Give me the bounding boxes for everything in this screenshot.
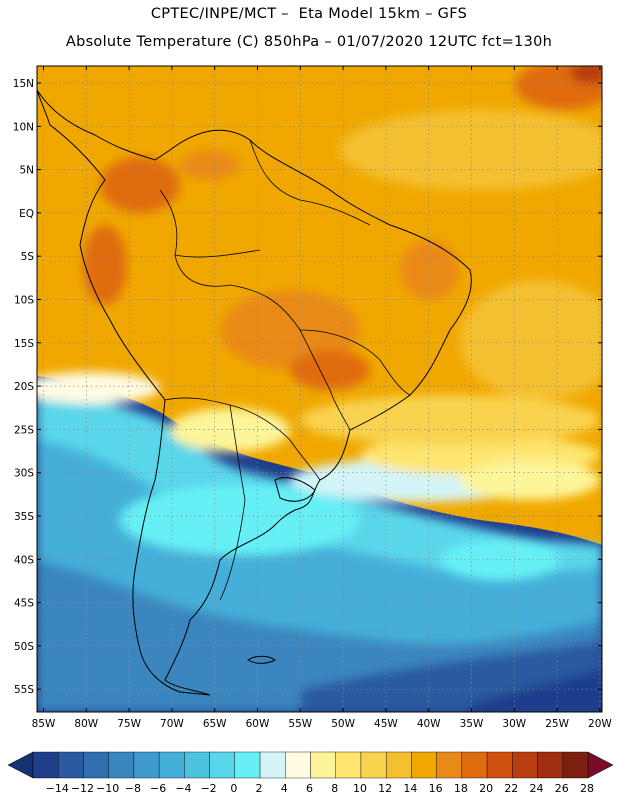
coastlines [37,89,472,696]
colorbar-label: 20 [479,782,493,795]
lon-label: 70W [160,718,184,730]
colorbar-swatch [285,751,311,779]
lat-label: 10N [13,121,34,133]
colorbar-swatch [385,751,412,779]
colorbar-swatch [461,751,488,779]
axis-ticks [37,66,602,712]
lon-label: 55W [288,718,312,730]
colorbar-high-arrow [587,751,614,779]
colorbar-labels: −14 −12 −10 −8 −6 −4 −2 0 2 4 6 8 10 12 14 16 18 20 22 24 26… [46,782,594,795]
lat-axis-labels: 15N 10N 5N EQ 5S 10S 15S 20S 25S 30S 35S 40S 45S 50S 5… [13,78,35,696]
colorbar-swatch [310,751,336,779]
country-borders [159,139,411,601]
lon-label: 35W [460,718,484,730]
south-america-coastline [37,89,472,696]
lon-label: 25W [545,718,569,730]
lat-label: 5N [19,165,34,177]
colorbar-label: 12 [378,782,392,795]
colorbar-swatch [436,751,463,779]
colorbar-swatch [411,751,437,779]
lon-label: 20W [588,718,612,730]
colorbar-swatch [184,751,210,779]
map-frame [36,65,603,713]
colorbar-label: 26 [555,782,569,795]
colorbar-label: −4 [175,782,191,795]
colorbar-swatch [83,751,109,779]
lat-label: EQ [19,208,34,220]
lon-label: 85W [32,718,56,730]
colorbar-label: −2 [200,782,216,795]
lon-label: 60W [246,718,270,730]
lon-label: 65W [203,718,227,730]
lon-label: 45W [374,718,398,730]
lat-label: 50S [14,641,34,653]
border-south [164,397,321,481]
colorbar-swatch [360,751,387,779]
lat-label: 45S [14,598,34,610]
lon-label: 75W [117,718,141,730]
colorbar-label: 0 [230,782,237,795]
lat-label: 35S [14,511,34,523]
lat-label: 25S [14,424,34,436]
colorbar-label: 6 [306,782,313,795]
colorbar-label: 28 [580,782,594,795]
colorbar-swatch [486,751,513,779]
colorbar-label: 14 [403,782,417,795]
lon-label: 40W [417,718,441,730]
lon-label: 50W [331,718,355,730]
colorbar-low-arrow [7,751,34,779]
border-amazon [174,249,261,258]
colorbar-swatch [259,751,286,779]
border-west [159,189,351,431]
colorbar-label: 24 [530,782,544,795]
colorbar-label: −6 [150,782,166,795]
lon-axis-labels: 85W 80W 75W 70W 65W 60W 55W 50W 45W 40W 35W 30W 25W 2… [32,718,613,730]
colorbar-swatch [133,751,160,779]
colorbar-label: 4 [281,782,288,795]
colorbar-label: 10 [353,782,367,795]
colorbar-swatch [512,751,538,779]
falkland-islands [247,655,276,664]
chart-title-line-2: Absolute Temperature (C) 850hPa – 01/07/… [65,34,553,50]
border-brazil-states [299,329,411,396]
colorbar-label: 18 [454,782,468,795]
chart-title-line-1: CPTEC/INPE/MCT – Eta Model 15km – GFS [150,6,468,22]
colorbar-swatch [32,751,59,779]
colorbar-label: −14 [46,782,69,795]
colorbar-swatch [158,751,185,779]
rio-de-la-plata [274,477,316,502]
lon-label: 80W [74,718,98,730]
lat-label: 55S [14,684,34,696]
colorbar-label: 8 [331,782,338,795]
lat-label: 30S [14,468,34,480]
colorbar-swatch [562,751,589,779]
colorbar-swatch [108,751,135,779]
colorbar-swatch [537,751,563,779]
colorbar-label: 16 [429,782,443,795]
border-chile-argentina [219,404,246,601]
temperature-field [37,66,602,712]
lat-label: 15N [13,78,34,90]
colorbar-label: 22 [504,782,518,795]
colorbar [7,751,614,779]
colorbar-swatch [335,751,362,779]
colorbar-swatch [58,751,84,779]
border-north [249,139,371,226]
lat-label: 10S [14,295,34,307]
colorbar-swatch [234,751,261,779]
lat-label: 20S [14,381,34,393]
colorbar-label: −10 [96,782,119,795]
colorbar-label: −12 [71,782,94,795]
lat-label: 15S [14,338,34,350]
colorbar-label: −8 [125,782,141,795]
colorbar-swatch [209,751,236,779]
lat-label: 5S [21,251,35,263]
lat-label: 40S [14,554,34,566]
colorbar-label: 2 [256,782,263,795]
lon-label: 30W [502,718,526,730]
